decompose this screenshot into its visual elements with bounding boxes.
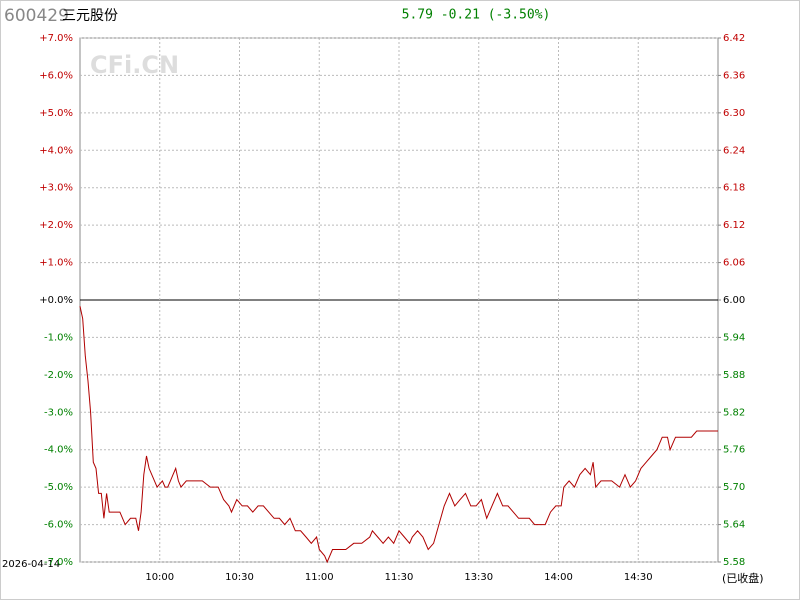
y-tick-label: -3.0% bbox=[44, 407, 73, 418]
x-tick-label: 10:30 bbox=[225, 572, 254, 583]
y2-tick-label: 5.64 bbox=[723, 520, 745, 531]
x-tick-label: 10:00 bbox=[145, 572, 174, 583]
y2-tick-label: 5.70 bbox=[723, 482, 745, 493]
watermark: CFi.CN bbox=[90, 51, 179, 79]
y2-tick-label: 6.24 bbox=[723, 145, 745, 156]
x-tick-label: 14:00 bbox=[544, 572, 573, 583]
y2-tick-label: 6.30 bbox=[723, 108, 745, 119]
y2-tick-label: 5.88 bbox=[723, 370, 745, 381]
y-tick-label: -2.0% bbox=[44, 370, 73, 381]
y-tick-label: +3.0% bbox=[39, 183, 73, 194]
y2-tick-label: 5.76 bbox=[723, 445, 745, 456]
x-tick-label: 11:30 bbox=[385, 572, 414, 583]
y-tick-label: -6.0% bbox=[44, 520, 73, 531]
y-tick-label: +2.0% bbox=[39, 220, 73, 231]
status: (已收盘) bbox=[722, 571, 764, 585]
y2-tick-label: 6.12 bbox=[723, 220, 745, 231]
quote: 5.79 -0.21 (-3.50%) bbox=[402, 8, 551, 23]
x-tick-label: 14:30 bbox=[624, 572, 653, 583]
y2-tick-label: 5.94 bbox=[723, 332, 745, 343]
y-tick-label: -1.0% bbox=[44, 332, 73, 343]
y-tick-label: -7.0% bbox=[44, 557, 73, 568]
y2-tick-label: 6.36 bbox=[723, 70, 745, 81]
y2-tick-label: 5.82 bbox=[723, 407, 745, 418]
y2-tick-label: 5.58 bbox=[723, 557, 745, 568]
y-tick-label: +1.0% bbox=[39, 258, 73, 269]
y-tick-label: +5.0% bbox=[39, 108, 73, 119]
price-line bbox=[79, 306, 718, 564]
y2-tick-label: 6.06 bbox=[723, 258, 745, 269]
ticker: 600429 bbox=[4, 6, 69, 26]
y-tick-label: +6.0% bbox=[39, 70, 73, 81]
y-tick-label: -5.0% bbox=[44, 482, 73, 493]
x-tick-label: 13:30 bbox=[464, 572, 493, 583]
date: 2026-04-14 bbox=[2, 559, 60, 570]
y-tick-label: -4.0% bbox=[44, 445, 73, 456]
y2-tick-label: 6.42 bbox=[723, 33, 745, 44]
stock-name: 三元股份 bbox=[62, 8, 118, 24]
x-tick-label: 11:00 bbox=[305, 572, 334, 583]
y-tick-label: +4.0% bbox=[39, 145, 73, 156]
y2-tick-label: 6.18 bbox=[723, 183, 745, 194]
y-tick-label: +7.0% bbox=[39, 33, 73, 44]
y2-tick-label: 6.00 bbox=[723, 295, 745, 306]
y-tick-label: +0.0% bbox=[39, 295, 73, 306]
